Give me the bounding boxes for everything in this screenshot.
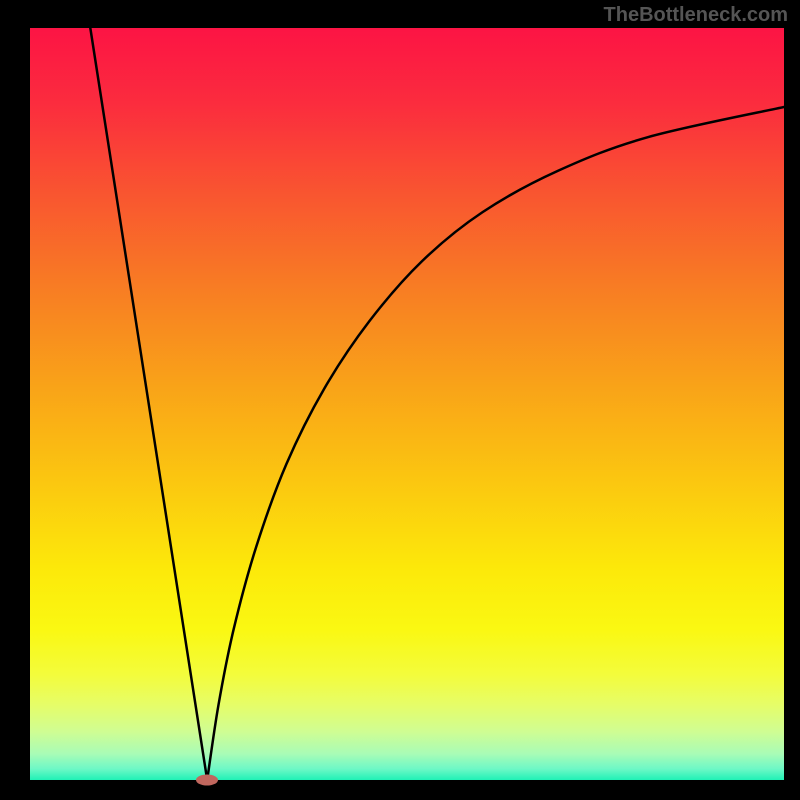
chart-container: TheBottleneck.com bbox=[0, 0, 800, 800]
plot-area bbox=[30, 28, 784, 780]
curve-svg bbox=[30, 28, 784, 780]
bottleneck-curve-left bbox=[90, 28, 207, 780]
optimum-marker bbox=[196, 775, 218, 786]
watermark-text: TheBottleneck.com bbox=[604, 4, 788, 27]
bottleneck-curve-right bbox=[207, 107, 784, 780]
